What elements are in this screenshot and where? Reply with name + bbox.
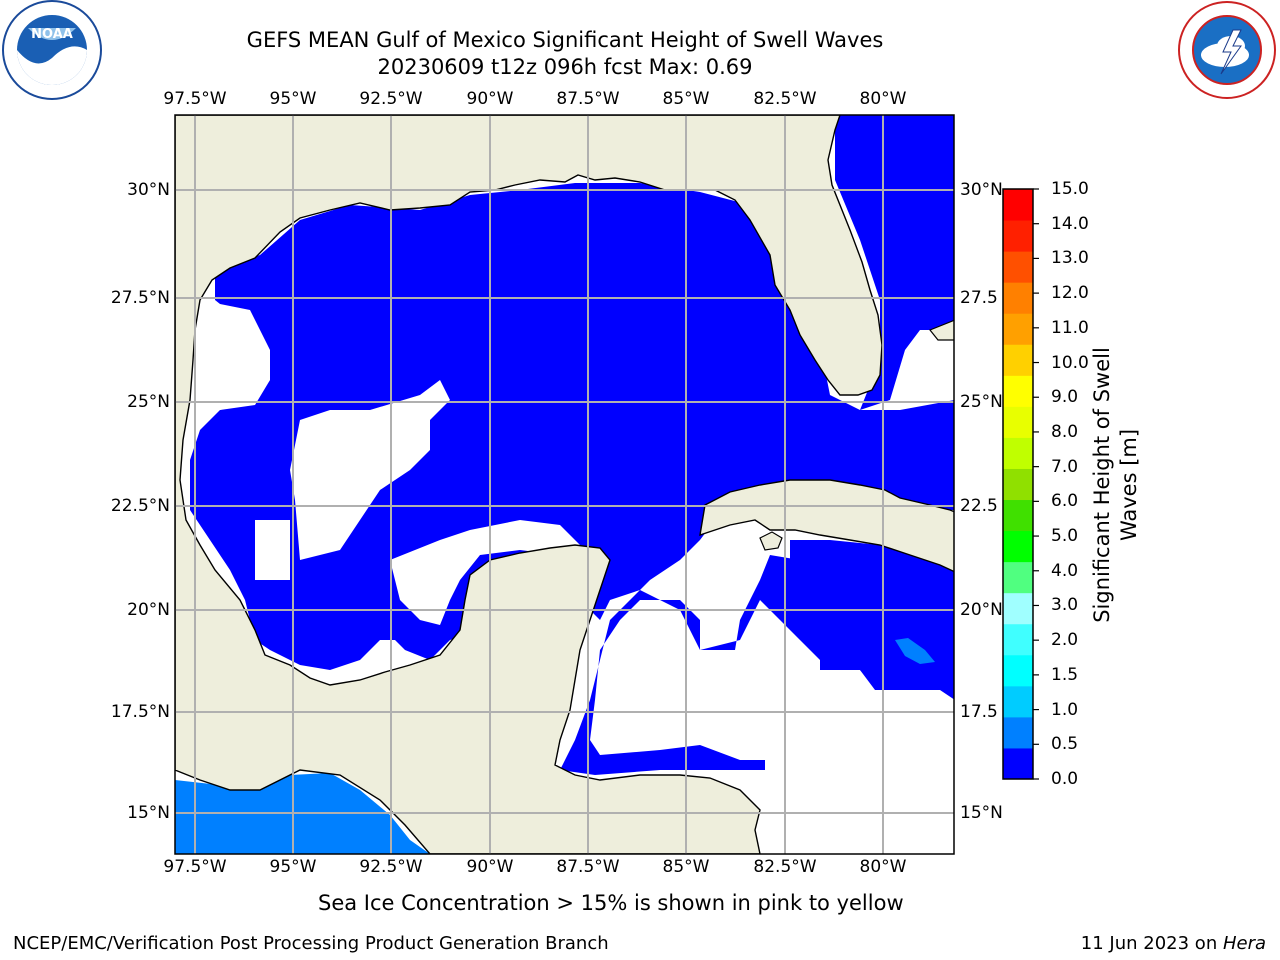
lat-label-right: 17.5 bbox=[960, 702, 998, 722]
map-area bbox=[175, 115, 954, 854]
lon-label-bottom: 92.5°W bbox=[359, 857, 423, 877]
colorbar-tick-label: 1.5 bbox=[1051, 664, 1079, 685]
lon-label-bottom: 87.5°W bbox=[556, 857, 620, 877]
lat-label-left: 30°N bbox=[127, 180, 170, 200]
colorbar-segment-5 bbox=[1003, 592, 1033, 625]
colorbar-tick-label: 0.5 bbox=[1051, 734, 1079, 755]
lat-label-left: 27.5°N bbox=[110, 288, 170, 308]
lon-label-bottom: 97.5°W bbox=[163, 857, 227, 877]
lon-label-bottom: 85°W bbox=[662, 857, 710, 877]
colorbar-segment-9 bbox=[1003, 468, 1033, 501]
footer-date: 11 Jun 2023 on Hera bbox=[1081, 933, 1266, 954]
chart-title: GEFS MEAN Gulf of Mexico Significant Hei… bbox=[246, 28, 884, 52]
colorbar-tick-label: 2.0 bbox=[1051, 630, 1079, 651]
lon-label-top: 87.5°W bbox=[556, 89, 620, 109]
lat-label-right: 15°N bbox=[960, 803, 1003, 823]
colorbar-tick-label: 9.0 bbox=[1051, 387, 1079, 408]
no-data-patch-yucatan-bay bbox=[255, 520, 290, 580]
lat-label-left: 22.5°N bbox=[110, 496, 170, 516]
lon-label-top: 80°W bbox=[859, 89, 907, 109]
colorbar-segment-8 bbox=[1003, 499, 1033, 532]
lon-label-top: 90°W bbox=[466, 89, 514, 109]
colorbar-tick-label: 15.0 bbox=[1051, 179, 1089, 199]
colorbar-tick-label: 1.0 bbox=[1051, 699, 1079, 720]
no-data-patch-mid bbox=[390, 520, 580, 625]
lat-label-right: 27.5 bbox=[960, 288, 998, 308]
colorbar-tick-label: 6.0 bbox=[1051, 491, 1079, 512]
lon-label-top: 85°W bbox=[662, 89, 710, 109]
lat-label-left: 20°N bbox=[127, 600, 170, 620]
colorbar-tick-label: 11.0 bbox=[1051, 317, 1089, 338]
no-data-patch-coast bbox=[200, 300, 270, 410]
colorbar-segment-4 bbox=[1003, 623, 1033, 656]
colorbar-segment-12 bbox=[1003, 375, 1033, 407]
land-bahamas bbox=[929, 319, 954, 341]
colorbar-tick-label: 5.0 bbox=[1051, 526, 1079, 547]
colorbar-segment-15 bbox=[1003, 282, 1033, 314]
swell-field-atlantic bbox=[835, 115, 954, 410]
land-cuba bbox=[699, 479, 954, 573]
lon-label-top: 97.5°W bbox=[163, 89, 227, 109]
colorbar-tick-label: 10.0 bbox=[1051, 352, 1089, 373]
lon-label-bottom: 95°W bbox=[269, 857, 317, 877]
colorbar-segment-1 bbox=[1003, 716, 1033, 749]
lat-label-left: 17.5°N bbox=[110, 702, 170, 722]
colorbar-tick-label: 7.0 bbox=[1051, 456, 1079, 477]
lat-label-right: 30°N bbox=[960, 180, 1003, 200]
colorbar-tick-label: 4.0 bbox=[1051, 560, 1079, 581]
colorbar-tick-label: 0.0 bbox=[1051, 769, 1079, 789]
swell-field-caribbean-spot bbox=[895, 638, 935, 664]
no-data-patch-west bbox=[290, 380, 450, 560]
colorbar-segment-10 bbox=[1003, 437, 1033, 469]
colorbar-segment-14 bbox=[1003, 313, 1033, 345]
colorbar-segment-17 bbox=[1003, 220, 1033, 252]
land-isla-juventud bbox=[759, 531, 783, 551]
lat-label-right: 20°N bbox=[960, 600, 1003, 620]
land-north-america bbox=[175, 115, 883, 854]
colorbar-segment-6 bbox=[1003, 561, 1033, 594]
swell-field-gulf bbox=[190, 183, 954, 775]
colorbar-frame bbox=[1002, 188, 1034, 780]
colorbar-tick-label: 12.0 bbox=[1051, 283, 1089, 304]
sea-ice-note: Sea Ice Concentration > 15% is shown in … bbox=[318, 891, 904, 915]
lat-label-left: 25°N bbox=[127, 392, 170, 412]
colorbar-segment-0 bbox=[1003, 747, 1033, 780]
lat-label-right: 22.5 bbox=[960, 496, 998, 516]
noaa-logo: NOAA bbox=[2, 0, 102, 100]
colorbar-label-line1: Significant Height of Swell bbox=[1090, 347, 1114, 623]
colorbar-segment-18 bbox=[1003, 189, 1033, 221]
svg-text:NOAA: NOAA bbox=[31, 27, 73, 42]
colorbar-segment-13 bbox=[1003, 344, 1033, 376]
colorbar-tick-label: 3.0 bbox=[1051, 595, 1079, 616]
lat-label-left: 15°N bbox=[127, 803, 170, 823]
colorbar-tick-label: 8.0 bbox=[1051, 421, 1079, 442]
colorbar-label-line2: Waves [m] bbox=[1117, 428, 1141, 542]
lon-label-top: 95°W bbox=[269, 89, 317, 109]
lon-label-bottom: 80°W bbox=[859, 857, 907, 877]
lon-label-top: 92.5°W bbox=[359, 89, 423, 109]
map-frame bbox=[174, 114, 955, 855]
colorbar-segment-3 bbox=[1003, 654, 1033, 687]
colorbar-segment-11 bbox=[1003, 406, 1033, 438]
lon-label-bottom: 82.5°W bbox=[753, 857, 817, 877]
footer-host: Hera bbox=[1222, 933, 1266, 954]
colorbar-tick-label: 14.0 bbox=[1051, 213, 1089, 234]
colorbar-tick-label: 13.0 bbox=[1051, 248, 1089, 269]
chart-subtitle: 20230609 t12z 096h fcst Max: 0.69 bbox=[377, 55, 753, 79]
national-weather-service-logo bbox=[1178, 1, 1276, 99]
lon-label-top: 82.5°W bbox=[753, 89, 817, 109]
lat-label-right: 25°N bbox=[960, 392, 1003, 412]
footer-credit: NCEP/EMC/Verification Post Processing Pr… bbox=[13, 933, 609, 954]
lon-label-bottom: 90°W bbox=[466, 857, 514, 877]
colorbar-segment-16 bbox=[1003, 251, 1033, 283]
footer-date-text: 11 Jun 2023 on bbox=[1080, 933, 1223, 954]
colorbar-segment-2 bbox=[1003, 685, 1033, 718]
colorbar-segment-7 bbox=[1003, 530, 1033, 563]
